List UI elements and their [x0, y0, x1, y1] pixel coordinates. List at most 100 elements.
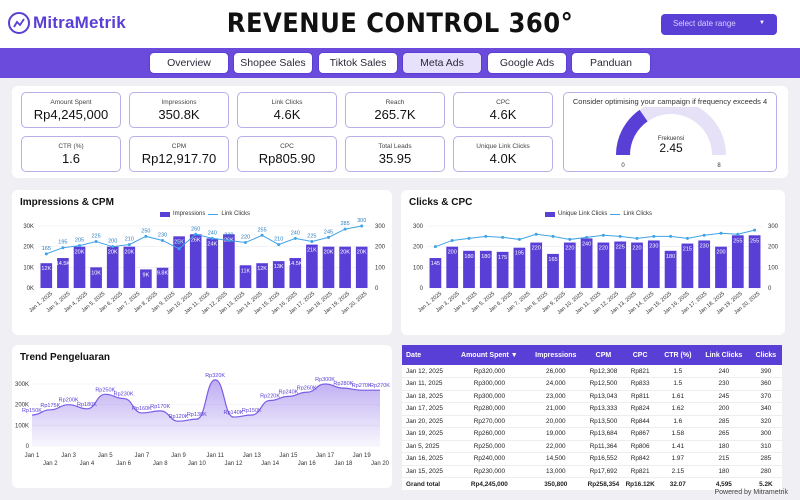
- legend-bar-swatch: [545, 211, 555, 217]
- legend-line-label: Link Clicks: [623, 211, 653, 217]
- line-point: [585, 235, 589, 239]
- y2-tick-label: 200: [768, 245, 779, 251]
- line-point: [177, 247, 181, 251]
- point-value-label: Rp120K: [169, 414, 189, 420]
- ads-table: Date Amount Spent ▼ Impressions CPM CPC CTR (…: [402, 345, 782, 490]
- table-header: Date Amount Spent ▼ Impressions CPM CPC CTR (…: [402, 345, 782, 365]
- table-row: Jan 5, 2025 Rp250,000 22,000 Rp11,364 Rp806 1…: [402, 440, 782, 453]
- bar-value-label: 9K: [143, 272, 150, 278]
- column-header[interactable]: CPC: [622, 345, 658, 365]
- table-cell: Rp13,684: [584, 427, 623, 441]
- trend-chart: 0100K200K300KRp150KRp175KRp200KRp180KRp2…: [15, 373, 390, 467]
- kpi-label: Reach: [385, 99, 405, 106]
- line-value-label: 210: [125, 237, 134, 243]
- bar-value-label: 20K: [124, 250, 134, 256]
- x-tick-label: Jan 6: [116, 461, 131, 467]
- line-point: [293, 236, 297, 240]
- y-tick-label: 100: [413, 265, 424, 271]
- bar: [206, 238, 219, 288]
- kpi-value: 35.95: [378, 151, 412, 166]
- kpi-label: Total Leads: [378, 143, 412, 150]
- tab-overview[interactable]: Overview: [149, 52, 229, 74]
- bar: [681, 243, 694, 288]
- x-tick-label: Jan 17: [316, 453, 335, 459]
- column-header[interactable]: CPM: [584, 345, 623, 365]
- date-range-select[interactable]: Select date range ▼: [661, 14, 777, 35]
- table-cell: 390: [749, 365, 782, 378]
- line-point: [467, 236, 471, 240]
- impressions-cpm-legend: Impressions Link Clicks: [160, 211, 250, 217]
- bar: [306, 244, 318, 288]
- bar: [73, 246, 86, 288]
- total-cell: 5.2K: [759, 480, 773, 488]
- bar: [256, 263, 268, 288]
- table-cell: 1.5: [657, 377, 698, 391]
- line-point: [61, 246, 65, 250]
- tab-google-ads[interactable]: Google Ads: [487, 52, 567, 74]
- x-tick-label: Jan 1: [25, 453, 40, 459]
- table-cell: Rp13,500: [584, 415, 623, 428]
- x-tick-label: Jan 10: [188, 461, 207, 467]
- line-value-label: 225: [307, 234, 316, 240]
- y2-tick-label: 100: [768, 265, 779, 271]
- tab-panduan[interactable]: Panduan: [571, 52, 651, 74]
- table-cell: 245: [697, 390, 750, 403]
- legend-bar-label: Unique Link Clicks: [558, 211, 608, 217]
- point-value-label: Rp180K: [77, 402, 97, 408]
- table-cell: 13,000: [527, 465, 585, 478]
- bar: [106, 246, 119, 288]
- column-header[interactable]: CTR (%): [657, 345, 698, 365]
- bar: [614, 241, 627, 288]
- point-value-label: Rp300K: [315, 377, 335, 383]
- line-point: [244, 241, 247, 245]
- x-tick-label: Jan 15: [279, 453, 298, 459]
- logo[interactable]: MitraMetrik: [8, 12, 126, 34]
- bar-value-label: 175: [498, 255, 507, 261]
- kpi-impressions: Impressions 350.8K: [129, 92, 229, 128]
- line-point: [685, 236, 689, 240]
- legend-line-swatch: [610, 213, 621, 215]
- line-value-label: 195: [58, 240, 67, 246]
- tab-shopee-sales[interactable]: Shopee Sales: [233, 52, 313, 74]
- bar: [339, 246, 351, 288]
- column-header[interactable]: Impressions: [527, 345, 585, 365]
- kpi-label: Impressions: [161, 99, 197, 106]
- line-point: [111, 245, 115, 249]
- column-header[interactable]: Link Clicks: [697, 345, 750, 365]
- column-header[interactable]: Clicks: [749, 345, 782, 365]
- line-point: [310, 240, 314, 243]
- table-cell: Rp240,000: [451, 452, 528, 466]
- tab-meta-ads[interactable]: Meta Ads: [402, 52, 482, 74]
- table-row: Jan 20, 2025 Rp270,000 20,000 Rp13,500 Rp844…: [402, 415, 782, 428]
- table-cell: Rp300,000: [451, 377, 528, 391]
- table-cell: 240: [697, 365, 750, 378]
- table-cell: 285: [749, 452, 782, 466]
- line-point: [568, 237, 572, 241]
- table-cell: Rp250,000: [451, 440, 528, 453]
- bar: [272, 261, 285, 288]
- table-cell: 19,000: [527, 427, 585, 441]
- bar: [429, 258, 442, 288]
- bar-value-label: 21K: [307, 248, 317, 254]
- table-cell: Rp11,364: [584, 440, 623, 453]
- kpi-reach: Reach 265.7K: [345, 92, 445, 128]
- clicks-cpc-chart: 0 100 200 300 0 100 200 300 145 200 180 180 175 195 22…: [413, 224, 779, 316]
- logo-icon: [8, 12, 30, 34]
- column-header[interactable]: Amount Spent ▼: [451, 345, 528, 365]
- y-tick-label: 0: [26, 444, 30, 450]
- bar: [189, 234, 202, 288]
- table-cell: Rp806: [622, 440, 658, 453]
- table-cell: 285: [697, 415, 750, 428]
- kpi-value: Rp4,245,000: [33, 107, 109, 122]
- bar-value-label: 240: [582, 241, 591, 247]
- tab-tiktok-sales[interactable]: Tiktok Sales: [318, 52, 398, 74]
- line-point: [210, 236, 214, 240]
- kpi-cpc-count: CPC 4.6K: [453, 92, 553, 128]
- column-header[interactable]: Date: [402, 345, 452, 365]
- nav-bar: Overview Shopee Sales Tiktok Sales Meta …: [0, 48, 800, 78]
- table-cell: 22,000: [527, 440, 585, 453]
- table-cell: Rp13,043: [584, 390, 623, 403]
- kpi-label: Link Clicks: [271, 99, 303, 106]
- table-cell: 2.15: [657, 465, 698, 478]
- kpi-label: Unique Link Clicks: [476, 143, 530, 150]
